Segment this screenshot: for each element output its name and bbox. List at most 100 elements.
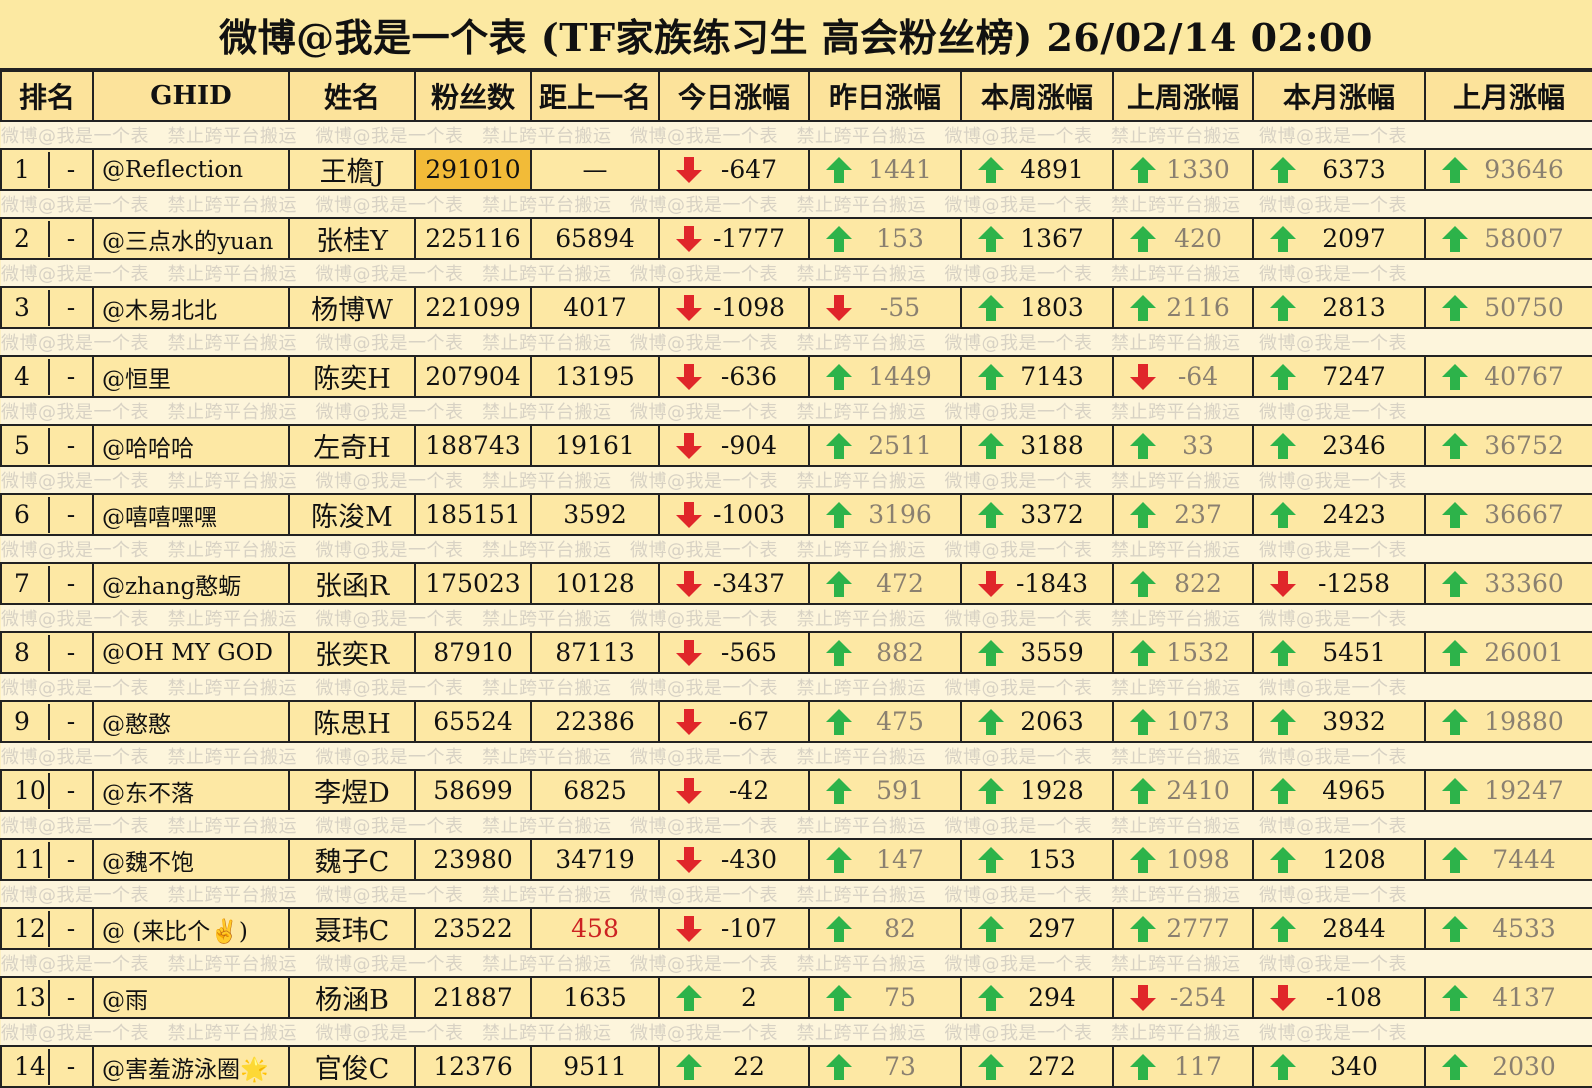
rank-change: - xyxy=(66,914,76,943)
rank-number: 12 xyxy=(3,910,50,947)
arrow-up-icon xyxy=(1268,431,1298,461)
change-value: -647 xyxy=(661,152,807,188)
table-row: 3- @木易北北 杨博W 221099 4017 -1098 -55 1803 2116 2813… xyxy=(0,286,1592,329)
arrow-up-icon xyxy=(1128,638,1158,668)
rank-cell: 4- xyxy=(0,355,94,398)
change-value: 7444 xyxy=(1427,842,1591,878)
lastmonth-cell: 4137 xyxy=(1424,976,1592,1019)
rank-number: 1 xyxy=(3,151,50,188)
gap-cell: 1635 xyxy=(530,976,660,1019)
month-value: -108 xyxy=(1325,983,1383,1012)
rank-cell: 1- xyxy=(0,148,94,191)
gap-cell: 22386 xyxy=(530,700,660,743)
lastmonth-value: 93646 xyxy=(1484,155,1564,184)
lastweek-cell: 33 xyxy=(1112,424,1254,467)
today-cell: -1098 xyxy=(658,286,810,329)
watermark-cell: 微博@我是一个表 禁止跨平台搬运 微博@我是一个表 禁止跨平台搬运 微博@我是一… xyxy=(1,742,1592,770)
lastweek-value: 237 xyxy=(1174,500,1222,529)
change-value: 33 xyxy=(1115,428,1251,464)
name-cell: 左奇H xyxy=(288,424,416,467)
month-value: 2844 xyxy=(1322,914,1386,943)
rank-number: 13 xyxy=(3,979,50,1016)
month-cell: 4965 xyxy=(1252,769,1426,812)
arrow-down-icon xyxy=(674,638,704,668)
change-value: 822 xyxy=(1115,566,1251,602)
watermark-row: 微博@我是一个表 禁止跨平台搬运 微博@我是一个表 禁止跨平台搬运 微博@我是一… xyxy=(1,466,1592,494)
yesterday-cell: 591 xyxy=(808,769,962,812)
change-value: 1928 xyxy=(963,773,1111,809)
watermark-cell: 微博@我是一个表 禁止跨平台搬运 微博@我是一个表 禁止跨平台搬运 微博@我是一… xyxy=(1,259,1592,287)
header-fans: 粉丝数 xyxy=(414,70,532,122)
change-value: 3372 xyxy=(963,497,1111,533)
fans-cell: 185151 xyxy=(414,493,532,536)
ghid-cell: @ (来比个✌) xyxy=(92,907,290,950)
rank-number: 10 xyxy=(3,772,50,809)
header-month: 本月涨幅 xyxy=(1252,70,1426,122)
today-cell: -636 xyxy=(658,355,810,398)
fans-cell: 207904 xyxy=(414,355,532,398)
gap-cell: 458 xyxy=(530,907,660,950)
gap-cell: 9511 xyxy=(530,1045,660,1088)
week-value: 3559 xyxy=(1020,638,1084,667)
table-row: 8- @OH MY GOD 张奕R 87910 87113 -565 882 3559 1532… xyxy=(0,631,1592,674)
lastweek-value: 1098 xyxy=(1166,845,1230,874)
month-value: 2423 xyxy=(1322,500,1386,529)
arrow-up-icon xyxy=(1128,569,1158,599)
rank-change: - xyxy=(66,569,76,598)
change-value: 2116 xyxy=(1115,290,1251,326)
arrow-up-icon xyxy=(824,914,854,944)
week-value: 297 xyxy=(1028,914,1076,943)
yesterday-cell: 153 xyxy=(808,217,962,260)
arrow-up-icon xyxy=(1440,155,1470,185)
change-value: 2097 xyxy=(1255,221,1423,257)
week-value: 1803 xyxy=(1020,293,1084,322)
rank-change: - xyxy=(66,431,76,460)
today-value: -430 xyxy=(720,845,778,874)
change-value: 237 xyxy=(1115,497,1251,533)
header-week: 本周涨幅 xyxy=(960,70,1114,122)
arrow-up-icon xyxy=(824,983,854,1013)
rank-change: - xyxy=(66,845,76,874)
change-value: 26001 xyxy=(1427,635,1591,671)
rank-cell: 13- xyxy=(0,976,94,1019)
change-value: 2063 xyxy=(963,704,1111,740)
yesterday-value: 591 xyxy=(876,776,924,805)
rank-cell: 14- xyxy=(0,1045,94,1088)
fans-cell: 221099 xyxy=(414,286,532,329)
lastmonth-cell: 36667 xyxy=(1424,493,1592,536)
page-title: 微博@我是一个表 (TF家族练习生 高会粉丝榜) 26/02/14 02:00 xyxy=(219,14,1373,60)
gap-cell: 4017 xyxy=(530,286,660,329)
change-value: 882 xyxy=(811,635,959,671)
arrow-up-icon xyxy=(1128,431,1158,461)
change-value: 19247 xyxy=(1427,773,1591,809)
rank-change: - xyxy=(66,224,76,253)
change-value: 1208 xyxy=(1255,842,1423,878)
arrow-up-icon xyxy=(1128,707,1158,737)
month-cell: 2097 xyxy=(1252,217,1426,260)
arrow-up-icon xyxy=(1128,845,1158,875)
month-value: 7247 xyxy=(1322,362,1386,391)
change-value: 3188 xyxy=(963,428,1111,464)
ghid-cell: @憨憨 xyxy=(92,700,290,743)
table-row: 11- @魏不饱 魏子C 23980 34719 -430 147 153 1098 1208 74… xyxy=(0,838,1592,881)
watermark-cell: 微博@我是一个表 禁止跨平台搬运 微博@我是一个表 禁止跨平台搬运 微博@我是一… xyxy=(1,604,1592,632)
ghid-cell: @东不落 xyxy=(92,769,290,812)
today-value: -565 xyxy=(720,638,778,667)
rank-split: 6- xyxy=(3,496,91,533)
lastmonth-value: 19247 xyxy=(1484,776,1564,805)
watermark-text: 微博@我是一个表 禁止跨平台搬运 微博@我是一个表 禁止跨平台搬运 微博@我是一… xyxy=(1,816,1407,837)
change-value: 1098 xyxy=(1115,842,1251,878)
change-value: 36752 xyxy=(1427,428,1591,464)
rank-number: 9 xyxy=(3,703,50,740)
lastmonth-value: 36752 xyxy=(1484,431,1564,460)
yesterday-cell: 472 xyxy=(808,562,962,605)
rank-change: - xyxy=(66,776,76,805)
change-value: -108 xyxy=(1255,980,1423,1016)
yesterday-value: 472 xyxy=(876,569,924,598)
arrow-up-icon xyxy=(1128,1052,1158,1082)
week-cell: 7143 xyxy=(960,355,1114,398)
lastweek-value: 1330 xyxy=(1166,155,1230,184)
rank-number: 8 xyxy=(3,634,50,671)
rank-split: 4- xyxy=(3,358,91,395)
lastmonth-cell: 2030 xyxy=(1424,1045,1592,1088)
